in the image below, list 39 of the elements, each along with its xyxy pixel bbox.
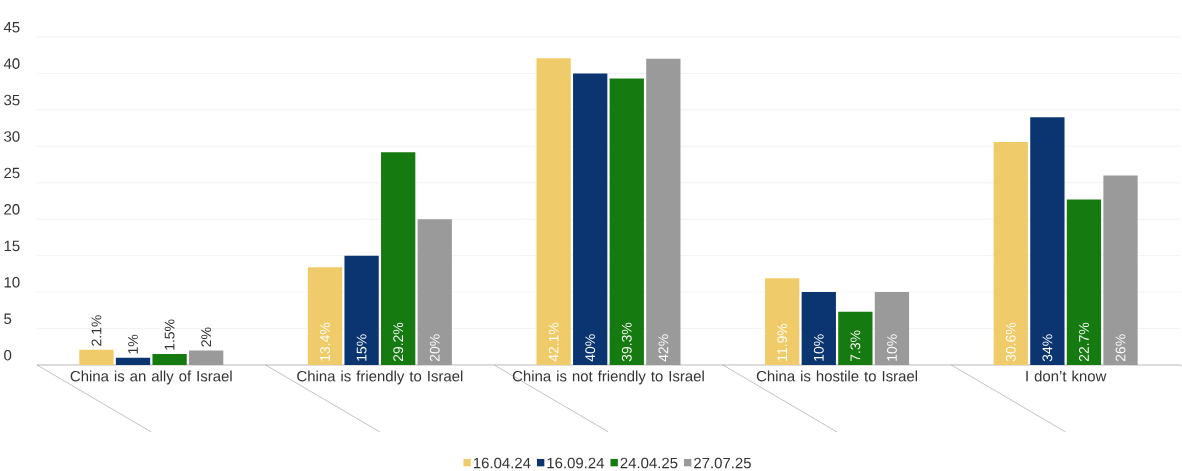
- x-tick-label: China is hostile to Israel: [756, 370, 918, 382]
- data-label: 2%: [201, 327, 212, 347]
- y-tick-label: 35: [4, 94, 20, 106]
- data-label: 10%: [886, 334, 897, 361]
- x-tick-label: I don’t know: [1026, 370, 1107, 382]
- y-tick-label: 20: [4, 204, 20, 215]
- data-label: 11.9%: [777, 323, 788, 361]
- data-label: 22.7%: [1079, 322, 1089, 362]
- y-tick-label: 40: [3, 58, 20, 69]
- legend-label: 16.09.24: [547, 457, 605, 469]
- data-label: 10%: [813, 334, 824, 361]
- y-tick-label: 0: [4, 349, 12, 361]
- data-label: 1.5%: [164, 319, 175, 350]
- legend-label: 24.04.25: [620, 457, 678, 469]
- data-label: 29.2%: [393, 322, 404, 362]
- data-label: 13.4%: [320, 322, 330, 361]
- y-tick-label: 25: [4, 167, 20, 179]
- data-label: 26%: [1115, 334, 1126, 362]
- y-tick-label: 5: [4, 313, 12, 325]
- data-label: 1%: [128, 334, 138, 354]
- y-tick-label: 45: [3, 22, 20, 33]
- data-label: 7.3%: [850, 330, 861, 362]
- x-tick-label: China is friendly to Israel: [297, 370, 463, 385]
- data-label: 34%: [1042, 334, 1053, 362]
- data-label: 40%: [585, 334, 596, 362]
- legend-label: 16.04.24: [473, 457, 531, 469]
- x-tick-label: China is an ally of Israel: [70, 370, 232, 385]
- x-tick-label: China is not friendly to Israel: [512, 370, 704, 385]
- data-label: 42.1%: [548, 322, 559, 362]
- data-label: 20%: [429, 334, 440, 362]
- data-label: 30.6%: [1005, 322, 1016, 362]
- legend-label: 27.07.25: [694, 457, 751, 469]
- y-tick-label: 15: [4, 240, 20, 252]
- data-label: 2.1%: [91, 315, 102, 346]
- y-tick-label: 30: [4, 131, 20, 142]
- data-label: 15%: [356, 334, 367, 361]
- data-label: 39.3%: [621, 322, 632, 362]
- data-label: 42%: [658, 334, 669, 362]
- y-tick-label: 10: [4, 276, 20, 288]
